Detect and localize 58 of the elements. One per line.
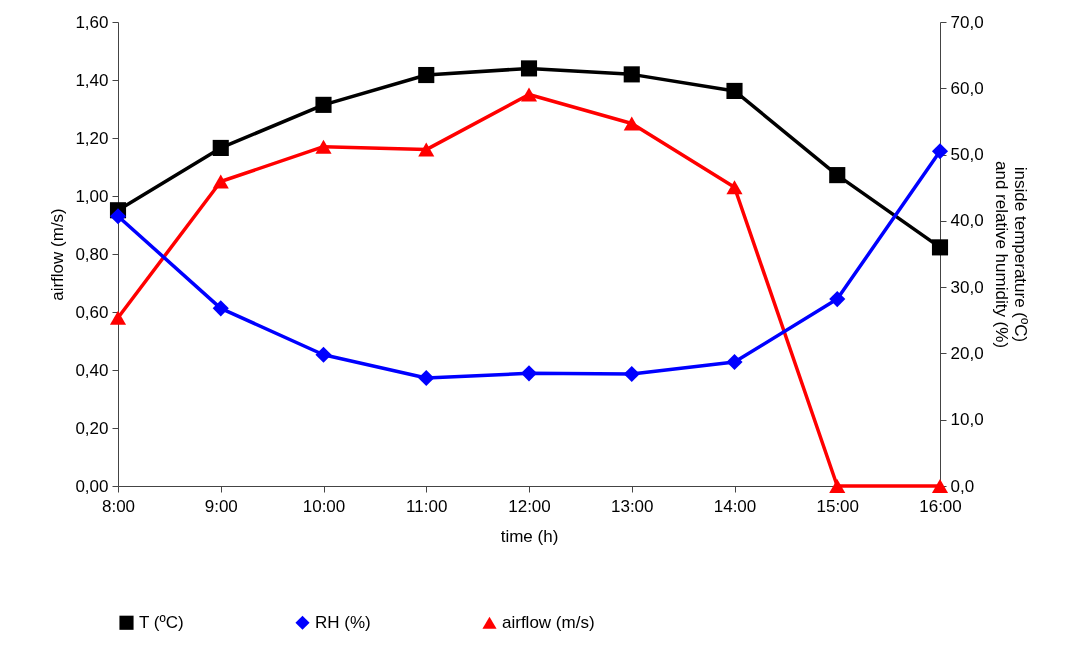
point bbox=[931, 479, 949, 493]
point bbox=[726, 353, 743, 371]
y-tick-label: 1,00 bbox=[75, 186, 109, 206]
y-axis-title: airflow (m/s) bbox=[48, 208, 68, 301]
point bbox=[931, 239, 949, 256]
point bbox=[623, 116, 640, 131]
point bbox=[315, 139, 332, 154]
point bbox=[520, 60, 538, 77]
point bbox=[623, 66, 640, 83]
x-tick-label: 16:00 bbox=[919, 496, 962, 516]
x-tick-label: 14:00 bbox=[713, 496, 757, 516]
legend-label: T (ºC) bbox=[139, 612, 184, 632]
point bbox=[315, 96, 332, 113]
y-tick-label: 1,60 bbox=[75, 12, 109, 32]
point bbox=[520, 365, 538, 382]
y2-tick-label: 40,0 bbox=[950, 211, 984, 231]
point bbox=[109, 208, 127, 225]
y2-tick-label: 10,0 bbox=[950, 410, 984, 430]
y2-tick-label: 60,0 bbox=[950, 78, 984, 98]
x-tick-label: 8:00 bbox=[101, 496, 136, 516]
x-tick-label: 11:00 bbox=[406, 496, 448, 516]
y-tick-label: 1,40 bbox=[75, 70, 109, 90]
legend-label: airflow (m/s) bbox=[502, 612, 595, 632]
x-axis-title: time (h) bbox=[500, 526, 559, 546]
point bbox=[109, 310, 127, 325]
point bbox=[520, 87, 538, 102]
x-tick-label: 13:00 bbox=[610, 496, 654, 516]
legend-label: RH (%) bbox=[315, 612, 371, 632]
point bbox=[726, 180, 743, 195]
point bbox=[212, 300, 229, 317]
y2-tick-label: 0,0 bbox=[950, 476, 975, 496]
y-tick-label: 0,00 bbox=[75, 476, 109, 496]
point bbox=[829, 167, 846, 184]
y2-axis-title: inside temperature (ºC) and relative humidity (%) bbox=[991, 160, 1030, 349]
y2-tick-label: 20,0 bbox=[950, 343, 984, 363]
point bbox=[829, 479, 846, 493]
point bbox=[418, 66, 435, 84]
point bbox=[212, 174, 229, 189]
point bbox=[418, 142, 435, 157]
point bbox=[212, 139, 229, 157]
point bbox=[418, 369, 435, 387]
y-tick-label: 0,40 bbox=[75, 360, 109, 380]
y2-tick-label: 50,0 bbox=[950, 145, 984, 165]
point bbox=[931, 143, 949, 160]
y-tick-label: 0,20 bbox=[75, 418, 109, 438]
point bbox=[726, 82, 743, 99]
y-tick-label: 0,80 bbox=[75, 244, 109, 264]
x-tick-label: 15:00 bbox=[816, 496, 860, 516]
y-tick-label: 0,60 bbox=[75, 302, 109, 322]
point bbox=[315, 346, 332, 363]
x-tick-label: 12:00 bbox=[508, 496, 551, 516]
point bbox=[623, 365, 640, 383]
point bbox=[829, 291, 846, 308]
y2-tick-label: 70,0 bbox=[950, 12, 984, 32]
x-tick-label: 10:00 bbox=[302, 496, 346, 516]
x-tick-label: 9:00 bbox=[204, 496, 238, 516]
y-tick-label: 1,20 bbox=[75, 128, 109, 148]
y2-tick-label: 30,0 bbox=[950, 277, 984, 297]
